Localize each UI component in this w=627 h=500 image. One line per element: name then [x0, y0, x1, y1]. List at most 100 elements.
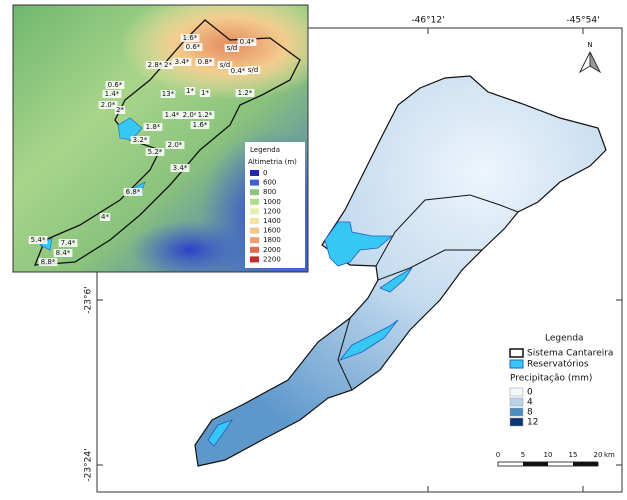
station-label: 2*	[116, 106, 124, 114]
coord-label: -45°54'	[566, 16, 599, 26]
legend-label: 4	[527, 398, 533, 408]
legend-swatch	[509, 348, 524, 358]
station-label: 2.8*	[148, 61, 163, 69]
coord-label: -23°6'	[84, 286, 94, 313]
station-label-bg	[224, 44, 240, 52]
reservoir	[207, 221, 413, 447]
scale-tick-label: 20	[594, 451, 603, 459]
station-label-bg	[228, 67, 248, 75]
station-label-bg	[195, 111, 215, 119]
inset-legend-swatch	[250, 189, 259, 196]
scale-tick-label: 0	[496, 451, 500, 459]
inset-legend-swatch	[250, 256, 259, 263]
inset-legend-title: Legenda	[250, 146, 280, 154]
station-label: 1.6*	[193, 121, 208, 129]
station-label-bg	[199, 89, 211, 97]
station-label-bg	[180, 34, 200, 42]
station-label: 0.6*	[186, 43, 201, 51]
legend-label: 12	[527, 418, 538, 428]
station-label-bg	[162, 111, 182, 119]
station-label-bg	[130, 136, 150, 144]
legend-label: Sistema Cantareira	[527, 349, 613, 359]
sub-basin-lines	[337, 194, 519, 391]
station-label: 6.8*	[126, 188, 141, 196]
station-label: 3.4*	[175, 58, 190, 66]
station-label: 1.4*	[105, 90, 120, 98]
station-label: 2*	[164, 61, 172, 69]
station-label: 5.2*	[148, 148, 163, 156]
station-label-bg	[143, 123, 163, 131]
station-label-bg	[105, 81, 125, 89]
station-label-bg	[245, 66, 261, 74]
inset-legend-label: 1400	[263, 217, 281, 225]
station-label: 4*	[101, 213, 109, 221]
station-label-bg	[162, 61, 174, 69]
coord-label: -23°24'	[84, 448, 94, 481]
inset-legend-subtitle: Altimetria (m)	[248, 158, 297, 166]
inset-frame	[12, 4, 309, 273]
inset-legend-label: 1000	[263, 198, 281, 206]
station-label-bg	[160, 90, 176, 98]
station-label-bg	[99, 213, 111, 221]
station-label: 1.4*	[165, 111, 180, 119]
station-label-bg	[183, 43, 203, 51]
legend: Legenda Sistema Cantareira Reservatórios…	[505, 330, 613, 432]
inset-legend-swatch	[250, 227, 259, 234]
station-label-bg	[145, 148, 165, 156]
legend-swatch	[509, 417, 524, 427]
legend-label: 8	[527, 408, 533, 418]
frame-ticks	[97, 28, 622, 492]
inset-legend-label: 0	[263, 169, 267, 177]
inset-legend-label: 2000	[263, 246, 281, 254]
station-label-bg	[123, 188, 143, 196]
station-label-bg	[170, 164, 190, 172]
station-label-bg	[28, 236, 48, 244]
station-label-bg	[165, 141, 185, 149]
station-label-bg	[237, 38, 257, 46]
legend-subtitle: Precipitação (mm)	[510, 374, 592, 384]
scale-bar: 0 5 10 15 20 km	[496, 451, 615, 467]
station-label: 0.4*	[231, 67, 246, 75]
station-label-bg	[184, 87, 196, 95]
station-label-bg	[53, 249, 73, 257]
station-label: 1.6*	[183, 34, 198, 42]
station-label-bg	[102, 90, 122, 98]
scale-tick-label: 5	[521, 451, 525, 459]
station-label: 7.4*	[61, 239, 76, 247]
scale-tick-label: 15	[569, 451, 578, 459]
inset-legend-label: 600	[263, 179, 276, 187]
legend-label: 0	[527, 388, 533, 398]
station-label: 8.8*	[41, 258, 56, 266]
station-label: 2.0*	[168, 141, 183, 149]
scale-unit: km	[604, 451, 615, 459]
coord-label: -46°12'	[411, 16, 444, 26]
station-label: s/d	[220, 61, 230, 69]
station-label: 0.4*	[240, 38, 255, 46]
station-label: s/d	[227, 44, 237, 52]
inset-legend-label: 1800	[263, 236, 281, 244]
station-label: 1*	[186, 87, 194, 95]
inset-legend-label: 800	[263, 188, 276, 196]
basin	[194, 75, 607, 467]
station-label-bg	[190, 121, 210, 129]
station-label: 0.8*	[198, 58, 213, 66]
station-label-bg	[235, 89, 255, 97]
legend-label: Reservatórios	[527, 359, 589, 370]
station-label: 2.0*	[101, 101, 116, 109]
station-label-bg	[180, 111, 200, 119]
inset-legend-label: 2200	[263, 255, 281, 263]
station-label: 3.4*	[173, 164, 188, 172]
station-label-bg	[195, 58, 215, 66]
legend-swatch	[509, 407, 524, 417]
inset-legend-label: 1600	[263, 227, 281, 235]
inset-legend-swatch	[250, 246, 259, 253]
station-label: 2.0*	[183, 111, 198, 119]
station-label-bg	[217, 61, 233, 69]
legend-swatch	[509, 397, 524, 407]
inset-legend-swatch	[250, 179, 259, 186]
station-label: 1.2*	[198, 111, 213, 119]
station-label: 13*	[162, 90, 175, 98]
station-label-bg	[38, 258, 58, 266]
